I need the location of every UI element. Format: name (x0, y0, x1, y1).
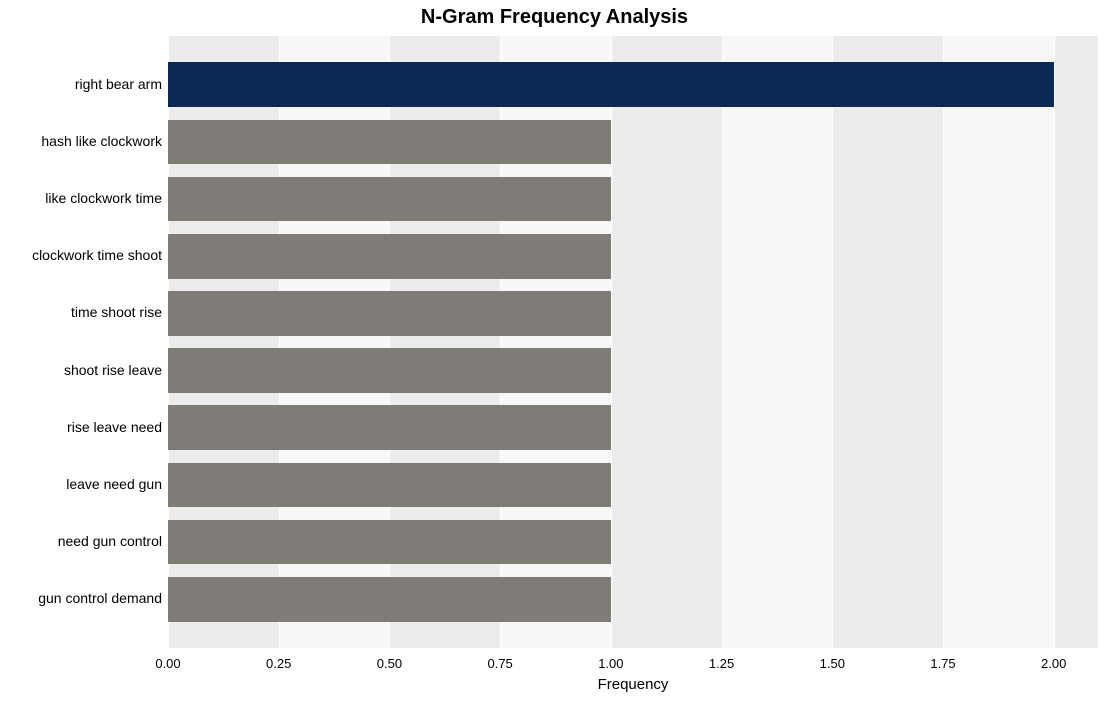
bar (168, 577, 611, 622)
x-tick-label: 0.75 (487, 656, 512, 671)
bar (168, 120, 611, 165)
y-tick-label: like clockwork time (45, 190, 162, 206)
ngram-frequency-chart: N-Gram Frequency Analysis Frequency righ… (0, 0, 1109, 701)
x-tick-label: 2.00 (1041, 656, 1066, 671)
y-tick-label: hash like clockwork (41, 133, 162, 149)
grid-stripe (832, 36, 943, 648)
x-tick-label: 1.50 (820, 656, 845, 671)
bar (168, 520, 611, 565)
grid-stripe (943, 36, 1054, 648)
y-tick-label: rise leave need (67, 419, 162, 435)
gridline (943, 36, 944, 648)
grid-stripe (1054, 36, 1098, 648)
gridline (1054, 36, 1055, 648)
bar (168, 348, 611, 393)
y-tick-label: time shoot rise (71, 304, 162, 320)
y-tick-label: gun control demand (38, 590, 162, 606)
x-tick-label: 1.00 (598, 656, 623, 671)
gridline (611, 36, 612, 648)
x-tick-label: 0.50 (377, 656, 402, 671)
plot-area (168, 36, 1098, 648)
gridline (722, 36, 723, 648)
y-tick-label: clockwork time shoot (32, 247, 162, 263)
y-tick-label: shoot rise leave (64, 362, 162, 378)
x-tick-label: 1.75 (930, 656, 955, 671)
x-tick-label: 0.00 (155, 656, 180, 671)
gridline (832, 36, 833, 648)
x-tick-label: 0.25 (266, 656, 291, 671)
y-tick-label: need gun control (58, 533, 162, 549)
chart-title: N-Gram Frequency Analysis (0, 6, 1109, 29)
bar (168, 405, 611, 450)
bar (168, 234, 611, 279)
bar (168, 62, 1054, 107)
grid-stripe (611, 36, 722, 648)
grid-stripe (722, 36, 833, 648)
bar (168, 463, 611, 508)
bar (168, 291, 611, 336)
y-tick-label: leave need gun (66, 476, 162, 492)
x-axis-title: Frequency (573, 676, 693, 693)
y-tick-label: right bear arm (75, 76, 162, 92)
bar (168, 177, 611, 222)
x-tick-label: 1.25 (709, 656, 734, 671)
